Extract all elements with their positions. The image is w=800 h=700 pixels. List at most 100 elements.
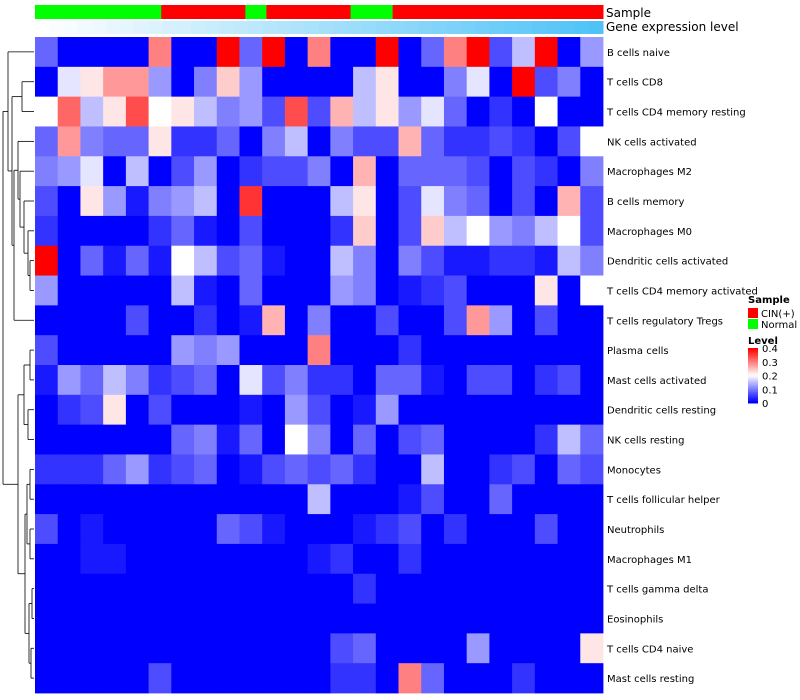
heatmap-cell [103, 215, 127, 247]
heatmap-cell [35, 126, 59, 157]
row-label: T cells CD4 memory activated [606, 286, 758, 297]
heatmap-cell [534, 424, 558, 455]
sample-annotation-cell [245, 5, 267, 19]
heatmap-cell [421, 126, 445, 157]
heatmap-cell [512, 663, 536, 694]
expression-level-annotation-cell [35, 21, 50, 34]
heatmap-cell [307, 424, 331, 455]
heatmap-cell [580, 454, 604, 485]
heatmap-cell [262, 156, 286, 187]
heatmap-cell [421, 245, 445, 276]
heatmap-cell [534, 543, 558, 575]
legend-gradient-step [748, 397, 758, 400]
heatmap-cell [580, 424, 604, 455]
row-label: T cells gamma delta [606, 585, 708, 596]
row-label: B cells naive [607, 48, 670, 59]
heatmap-cell [262, 365, 286, 396]
heatmap-cell [307, 37, 331, 68]
legend-gradient-step [748, 349, 758, 353]
legend-sample-label: Normal [761, 320, 797, 331]
heatmap-cell [148, 514, 172, 545]
heatmap-cell [216, 186, 240, 217]
legend-level-tick: 0.4 [762, 344, 778, 355]
heatmap-cell [534, 335, 558, 366]
heatmap-cell [239, 424, 263, 455]
expression-level-annotation-cell [333, 21, 348, 34]
sample-annotation-cell [329, 5, 352, 19]
heatmap-cell [421, 186, 445, 217]
heatmap-cell [307, 484, 331, 515]
expression-level-annotation-cell [347, 21, 363, 34]
heatmap-cell [398, 275, 422, 306]
legend-gradient-step [748, 370, 758, 373]
sample-annotation-cell [434, 5, 457, 19]
heatmap-cell [80, 394, 104, 426]
heatmap-cell [489, 186, 513, 217]
heatmap-cell [512, 394, 536, 426]
heatmap-cell [557, 365, 581, 396]
heatmap-cell [557, 245, 581, 276]
heatmap-cell [239, 543, 263, 575]
heatmap-cell [148, 543, 172, 575]
heatmap-cell [216, 66, 240, 98]
heatmap-cell [534, 37, 558, 68]
heatmap-cell [239, 663, 263, 694]
row-label: Dendritic cells resting [607, 406, 716, 417]
heatmap-cell [330, 335, 354, 366]
legend-level-tick: 0.2 [762, 372, 778, 383]
heatmap-cell [125, 126, 149, 157]
heatmap-cell [534, 365, 558, 396]
heatmap-cell [443, 484, 468, 515]
heatmap-cell [375, 394, 399, 426]
heatmap-cell [262, 215, 286, 247]
heatmap-cell [398, 365, 422, 396]
heatmap-cell [353, 96, 377, 127]
heatmap-cell [534, 96, 558, 127]
sample-annotation-cell [560, 5, 583, 19]
heatmap-cell [103, 573, 127, 604]
row-label: Macrophages M2 [607, 167, 692, 178]
heatmap-cell [171, 156, 195, 187]
heatmap-cell [80, 126, 104, 157]
heatmap-cell [148, 603, 172, 634]
heatmap-cell [239, 603, 263, 634]
expression-level-annotation-cell [432, 21, 448, 34]
legend-gradient-step [748, 373, 758, 376]
heatmap-cell [284, 96, 309, 127]
heatmap-cell [284, 245, 309, 276]
heatmap-cell [284, 394, 309, 426]
heatmap-cell [171, 424, 195, 455]
heatmap-cell [148, 454, 172, 485]
heatmap-cell [421, 424, 445, 455]
heatmap-cell [466, 424, 490, 455]
heatmap-cell [80, 514, 104, 545]
sample-annotation-cell [392, 5, 415, 19]
heatmap-cell [375, 37, 399, 68]
heatmap-cell [443, 365, 468, 396]
heatmap-cell [171, 37, 195, 68]
expression-track-label: Gene expression level [606, 20, 739, 34]
row-labels: B cells naive T cells CD8 T cells CD4 memo… [606, 48, 758, 685]
heatmap-cell [466, 96, 490, 127]
heatmap-cell [35, 484, 59, 515]
heatmap-cell [512, 96, 536, 127]
heatmap-cell [103, 633, 127, 664]
heatmap-cell [57, 215, 81, 247]
heatmap-cell [353, 245, 377, 276]
heatmap-cell [284, 215, 309, 247]
heatmap-cell [398, 215, 422, 247]
heatmap-cell [239, 156, 263, 187]
heatmap-cell [80, 156, 104, 187]
heatmap-cell [80, 603, 104, 634]
heatmap-cell [353, 663, 377, 694]
heatmap-cell [35, 514, 59, 545]
heatmap-cell [284, 365, 309, 396]
row-label: Mast cells activated [607, 376, 706, 387]
legend-gradient-step [748, 393, 758, 397]
heatmap-cell [375, 573, 399, 604]
heatmap-cell [353, 454, 377, 485]
heatmap-cell [284, 603, 309, 634]
legend-gradient-step [748, 386, 758, 389]
heatmap-cell [194, 633, 218, 664]
heatmap-cell [194, 245, 218, 276]
